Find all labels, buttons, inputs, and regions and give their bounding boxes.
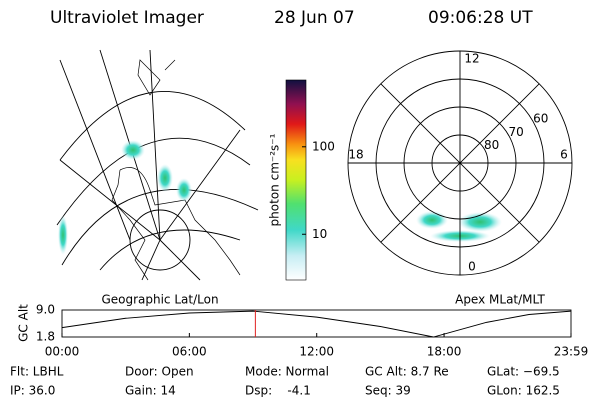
- alt-xtick-label: 06:00: [172, 345, 207, 359]
- info-field: Mode: Normal: [245, 365, 329, 379]
- polar-ring-label: 70: [509, 125, 524, 139]
- mlt-label: 6: [560, 148, 568, 162]
- alt-ytick-label: 1.8: [36, 330, 55, 344]
- mlt-label: 0: [468, 260, 476, 274]
- title: Ultraviolet Imager: [50, 8, 204, 28]
- polar-ring: [431, 134, 489, 192]
- info-field: GLon: 162.5: [487, 384, 560, 398]
- alt-xtick-label: 18:00: [427, 345, 462, 359]
- alt-ytick-label: 9.0: [36, 303, 55, 317]
- info-field: Seq: 39: [365, 384, 411, 398]
- polar-ring-label: 60: [533, 111, 548, 125]
- alt-ylabel: GC Alt: [17, 304, 31, 342]
- geo-label: Geographic Lat/Lon: [101, 293, 218, 307]
- polar-ring: [403, 106, 517, 220]
- geo-map: [56, 49, 259, 281]
- aurora-polar: [416, 211, 502, 242]
- alt-frame: [61, 309, 572, 338]
- info-field: Door: Open: [125, 365, 194, 379]
- info-field: Dsp: -4.1: [245, 384, 311, 398]
- mlt-label: 12: [464, 52, 479, 66]
- info-field: GC Alt: 8.7 Re: [365, 365, 449, 379]
- time: 09:06:28 UT: [428, 8, 533, 28]
- info-field: GLat: −69.5: [487, 365, 560, 379]
- mlt-label: 18: [348, 148, 363, 162]
- alt-line: [61, 310, 572, 338]
- date: 28 Jun 07: [274, 8, 355, 28]
- info-field: Gain: 14: [125, 384, 176, 398]
- info-field: Flt: LBHL: [10, 365, 64, 379]
- polar-ring: [375, 78, 545, 248]
- colorbar-label: photon cm⁻²s⁻¹: [268, 133, 282, 226]
- colorbar: [285, 79, 307, 281]
- alt-xtick-label: 23:59: [554, 345, 589, 359]
- colorbar-tick-label: 10: [312, 227, 327, 241]
- alt-xtick-label: 00:00: [45, 345, 80, 359]
- colorbar-tick-label: 100: [312, 139, 335, 153]
- alt-xtick-label: 12:00: [299, 345, 334, 359]
- polar-label: Apex MLat/MLT: [455, 293, 545, 307]
- polar-ring-label: 80: [484, 138, 499, 152]
- aurora-geo: [58, 140, 192, 255]
- info-field: IP: 36.0: [10, 384, 55, 398]
